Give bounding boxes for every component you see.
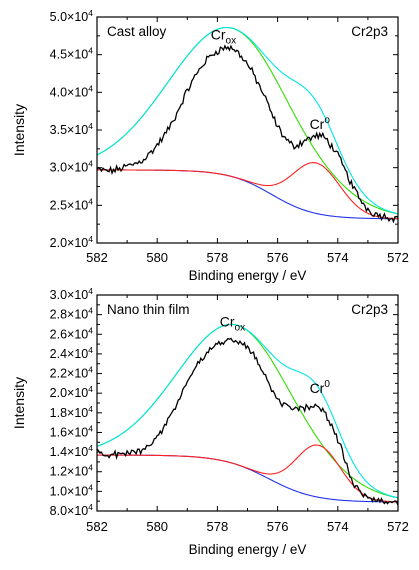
- fit-envelope-line: [97, 323, 398, 499]
- x-axis-label: Binding energy / eV: [189, 268, 307, 283]
- y-tick-label: 3.0×104: [50, 286, 94, 302]
- nano-thin-film-panel: 582 580 578 576 574 572 8.0×104 1.0×104 1.2×104 1…: [11, 286, 409, 557]
- y-tick-label: 2.4×104: [50, 345, 94, 361]
- y-tick-label: 4.0×104: [50, 83, 94, 99]
- region-label: Cr2p3: [351, 24, 388, 39]
- y-tick-label: 1.4×104: [50, 443, 94, 459]
- y-axis-label: Intensity: [11, 104, 27, 156]
- y-tick-label: 1.0×104: [50, 482, 94, 498]
- y-tick-label: 5.0×104: [50, 8, 94, 24]
- y-tick-label: 2.0×104: [50, 234, 94, 250]
- x-tick-label: 578: [207, 519, 229, 534]
- raw-data-line: [97, 44, 398, 224]
- y-tick-label: 2.5×104: [50, 196, 94, 212]
- x-tick-label: 580: [146, 519, 168, 534]
- y-tick-label: 1.8×104: [50, 404, 94, 420]
- x-tick-label: 576: [267, 519, 289, 534]
- y-tick-label: 4.5×104: [50, 46, 94, 62]
- x-tick-label: 576: [267, 250, 289, 265]
- y-axis-label: Intensity: [11, 377, 27, 429]
- cast-alloy-panel: 582 580 578 576 574 572 2.0×104 2.5×104 3.0×104 3…: [11, 8, 409, 283]
- y-tick-label: 1.2×104: [50, 463, 94, 479]
- x-tick-label: 572: [387, 250, 409, 265]
- x-tick-label: 582: [86, 519, 108, 534]
- x-tick-label: 580: [146, 250, 168, 265]
- y-tick-label: 2.6×104: [50, 325, 94, 341]
- peak-annotation: Crox: [211, 27, 236, 47]
- plot-area: [97, 323, 398, 506]
- plot-frame: [96, 16, 399, 244]
- raw-data-line: [97, 337, 398, 506]
- y-tick-label: 3.5×104: [50, 121, 94, 137]
- peak-annotation: Cro: [310, 115, 331, 132]
- x-tick-label: 578: [207, 250, 229, 265]
- plot-area: [97, 26, 398, 224]
- y-tick-label: 8.0×104: [50, 502, 94, 518]
- panel-label: Cast alloy: [107, 24, 167, 39]
- x-tick-label: 572: [387, 519, 409, 534]
- panel-label: Nano thin film: [107, 302, 190, 317]
- fit-envelope-line: [97, 26, 398, 215]
- region-label: Cr2p3: [351, 302, 388, 317]
- y-tick-label: 2.2×104: [50, 365, 94, 381]
- x-tick-label: 582: [86, 250, 108, 265]
- peak-annotation: Cr0: [310, 379, 331, 396]
- cr-metal-component-line: [97, 162, 398, 220]
- x-tick-label: 574: [327, 519, 349, 534]
- y-tick-label: 1.6×104: [50, 423, 94, 439]
- y-tick-label: 3.0×104: [50, 159, 94, 175]
- x-tick-label: 574: [327, 250, 349, 265]
- cr-ox-component-line: [97, 323, 398, 499]
- y-tick-label: 2.0×104: [50, 384, 94, 400]
- peak-annotation: Crox: [220, 313, 245, 333]
- x-axis-label: Binding energy / eV: [189, 542, 307, 557]
- cr-metal-component-line: [97, 444, 398, 503]
- y-tick-label: 2.8×104: [50, 306, 94, 322]
